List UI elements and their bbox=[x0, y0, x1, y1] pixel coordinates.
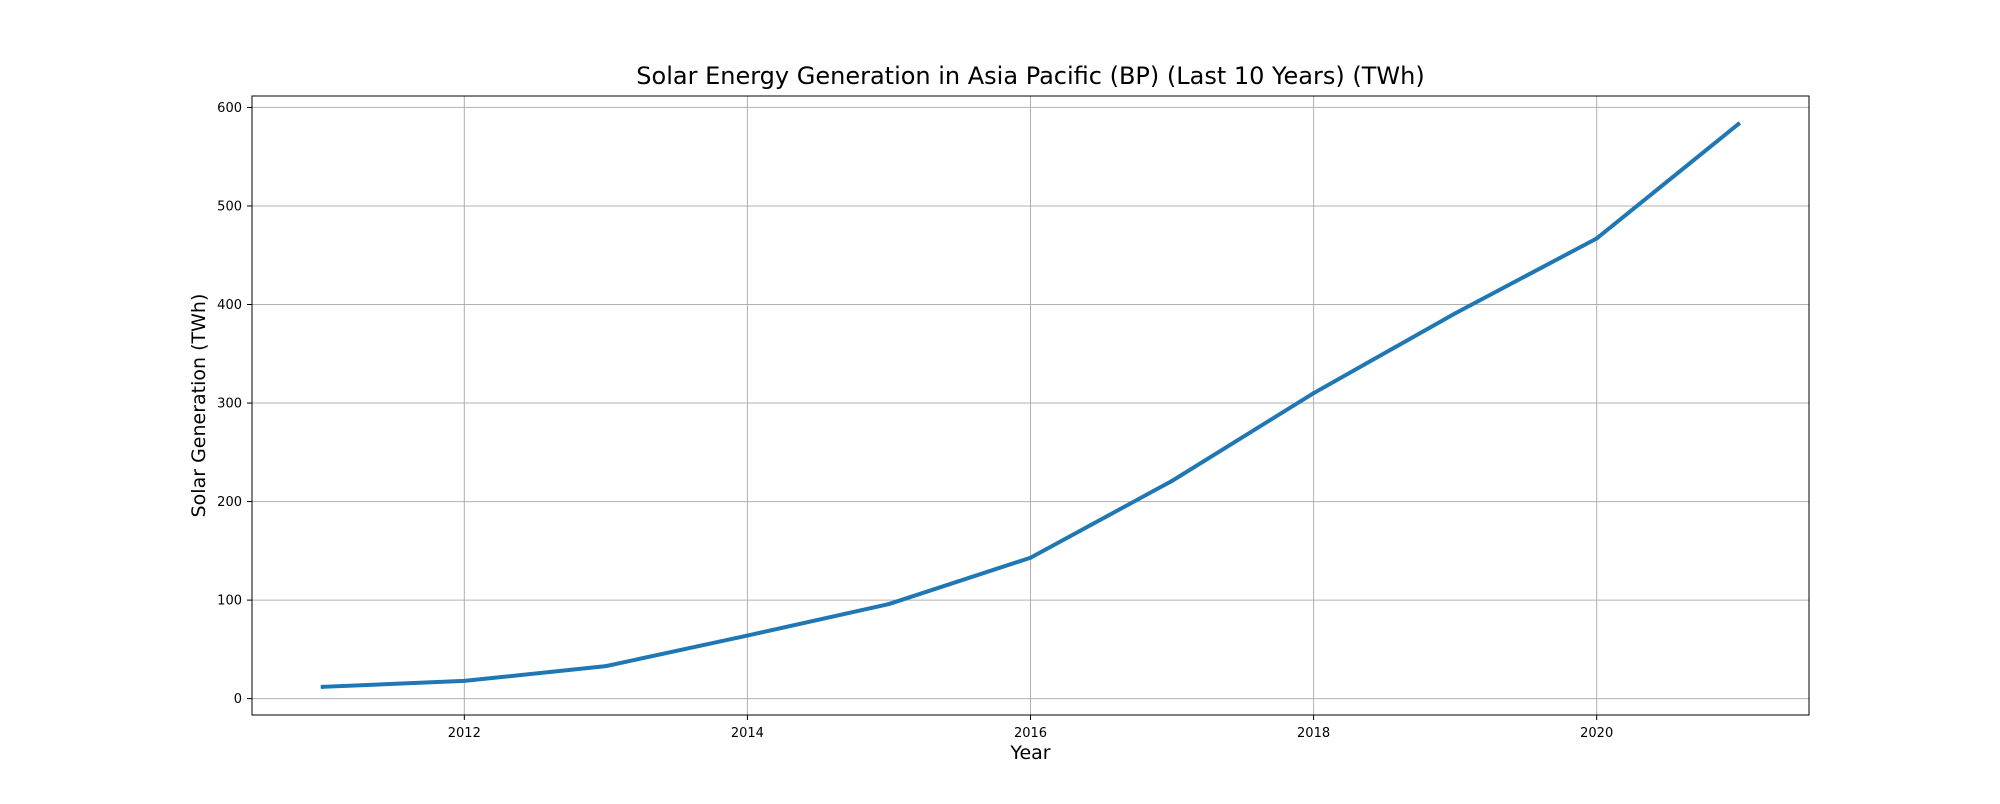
grid-lines bbox=[252, 96, 1809, 715]
y-tick-label: 500 bbox=[217, 199, 242, 214]
y-tick-label: 600 bbox=[217, 101, 242, 116]
y-tick-label: 0 bbox=[234, 692, 242, 707]
y-axis-label: Solar Generation (TWh) bbox=[188, 294, 210, 518]
axis-ticks: 2012 2014 2016 2018 2020 0 100 200 300 400 500 600 bbox=[217, 101, 1613, 741]
chart-title: Solar Energy Generation in Asia Pacific … bbox=[636, 62, 1424, 90]
data-point bbox=[1453, 311, 1458, 316]
x-axis-label: Year bbox=[1009, 742, 1050, 764]
data-point bbox=[1594, 236, 1599, 241]
y-tick-label: 300 bbox=[217, 397, 242, 412]
x-tick-label: 2020 bbox=[1580, 726, 1613, 741]
x-tick-label: 2016 bbox=[1014, 726, 1047, 741]
data-point bbox=[603, 664, 608, 669]
data-point bbox=[462, 678, 467, 683]
x-tick-label: 2014 bbox=[731, 726, 764, 741]
y-tick-label: 100 bbox=[217, 594, 242, 609]
data-point bbox=[1170, 478, 1175, 483]
data-point bbox=[886, 602, 891, 607]
data-point bbox=[1311, 391, 1316, 396]
x-tick-label: 2012 bbox=[448, 726, 481, 741]
data-point bbox=[1736, 122, 1741, 127]
x-tick-label: 2018 bbox=[1297, 726, 1330, 741]
data-point bbox=[745, 633, 750, 638]
data-point bbox=[320, 684, 325, 689]
series-layer bbox=[320, 121, 1742, 689]
y-tick-label: 400 bbox=[217, 298, 242, 313]
data-point bbox=[1028, 555, 1033, 560]
y-tick-label: 200 bbox=[217, 495, 242, 510]
